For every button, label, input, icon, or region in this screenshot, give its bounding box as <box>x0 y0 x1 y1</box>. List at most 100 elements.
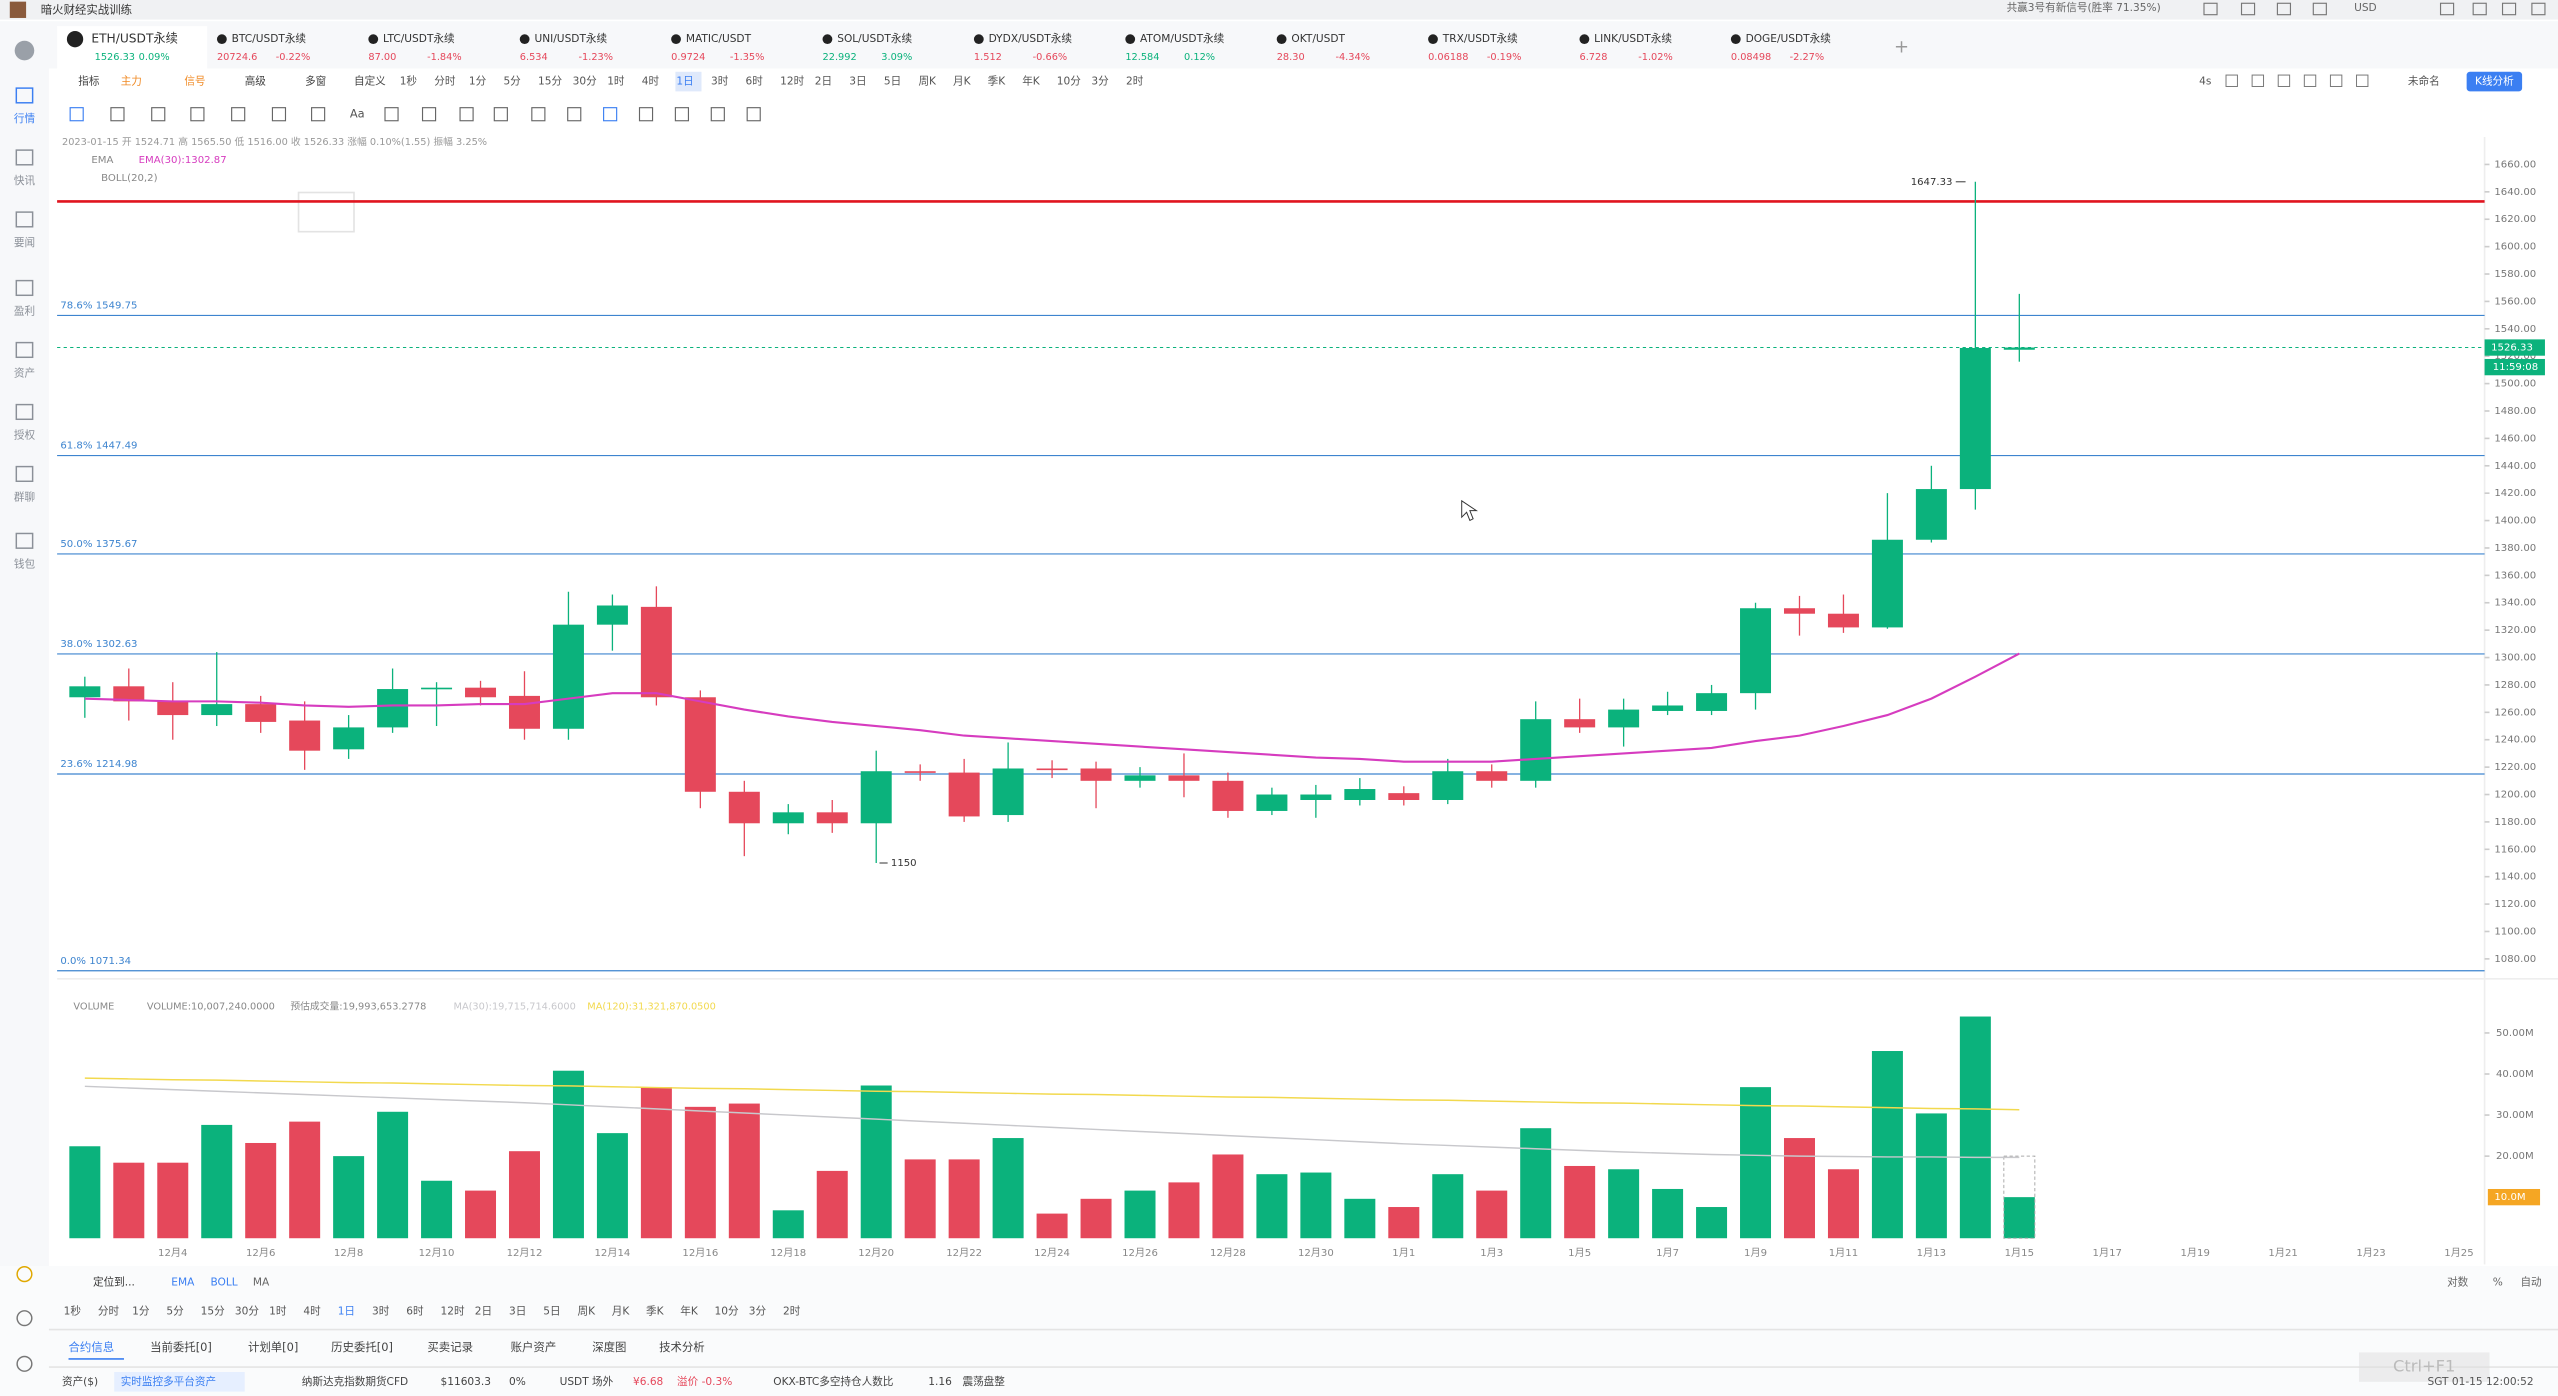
indicator-toggle[interactable]: MA <box>253 1276 270 1288</box>
ticker-name[interactable]: ATOM/USDT永续 <box>1140 32 1225 45</box>
period-option[interactable]: 月K <box>953 76 972 88</box>
period-option[interactable]: 3日 <box>509 1306 526 1318</box>
sidebar-label[interactable]: 盈利 <box>14 306 35 318</box>
period-option[interactable]: 3分 <box>1091 76 1109 88</box>
sidebar-bottom-icon[interactable] <box>16 1310 33 1327</box>
period-option[interactable]: 1分 <box>132 1306 150 1318</box>
toolbar-icon[interactable] <box>2251 74 2265 87</box>
period-option[interactable]: 年K <box>1022 75 1041 88</box>
bottom-tab[interactable]: 技术分析 <box>659 1340 705 1354</box>
toolbar-item[interactable]: 指标 <box>78 75 100 88</box>
period-option[interactable]: 1时 <box>269 1305 287 1318</box>
window-icon[interactable] <box>2531 2 2546 16</box>
period-option[interactable]: 1分 <box>469 76 487 88</box>
window-icon[interactable] <box>2276 2 2292 16</box>
drawing-tool[interactable] <box>151 107 166 122</box>
window-icon[interactable] <box>2501 2 2517 16</box>
sidebar-icon[interactable] <box>15 149 34 166</box>
period-option[interactable]: 5日 <box>543 1306 560 1318</box>
sidebar-label[interactable]: 行情 <box>14 112 36 125</box>
drawing-tool[interactable] <box>603 107 618 122</box>
period-option[interactable]: 12时 <box>780 75 804 88</box>
bottom-tab[interactable]: 历史委托[0] <box>331 1340 393 1354</box>
bottom-tab[interactable]: 当前委托[0] <box>150 1340 212 1354</box>
sidebar-icon[interactable] <box>15 87 34 104</box>
period-option[interactable]: 1日 <box>338 1306 355 1318</box>
period-option[interactable]: 15分 <box>538 76 562 88</box>
period-option[interactable]: 分时 <box>434 75 456 88</box>
bottom-tab[interactable]: 买卖记录 <box>427 1340 473 1354</box>
period-option[interactable]: 5日 <box>884 76 901 88</box>
ticker-name[interactable]: MATIC/USDT <box>686 33 752 45</box>
sidebar-icon[interactable] <box>15 403 34 421</box>
sidebar-icon[interactable] <box>15 279 34 297</box>
window-icon[interactable] <box>2203 2 2218 16</box>
period-option[interactable]: 季K <box>646 1306 665 1318</box>
period-option[interactable]: 1秒 <box>400 75 418 88</box>
ticker-name[interactable]: OKT/USDT <box>1291 33 1345 45</box>
sidebar-icon[interactable] <box>15 532 34 549</box>
period-option[interactable]: 6时 <box>406 1305 424 1318</box>
period-option[interactable]: 12时 <box>440 1305 464 1318</box>
currency-select[interactable]: USD <box>2354 2 2377 14</box>
period-option[interactable]: 2日 <box>815 76 832 88</box>
drawing-tool[interactable] <box>384 107 399 122</box>
ticker-name[interactable]: LINK/USDT永续 <box>1594 32 1672 45</box>
drawing-tool[interactable] <box>531 107 546 122</box>
period-option[interactable]: 3时 <box>372 1305 390 1318</box>
drawing-tool[interactable] <box>271 107 287 122</box>
sidebar-icon[interactable] <box>15 465 34 483</box>
status-item[interactable]: 实时监控多平台资产 <box>121 1375 216 1388</box>
toolbar-icon[interactable] <box>2329 74 2343 87</box>
sidebar-label[interactable]: 授权 <box>14 429 36 442</box>
period-option[interactable]: 季K <box>988 76 1007 88</box>
ticker-name[interactable]: LTC/USDT永续 <box>383 32 455 45</box>
sidebar-icon[interactable] <box>15 341 34 359</box>
sidebar-label[interactable]: 资产 <box>14 367 35 380</box>
active-ticker-tab[interactable] <box>57 26 208 69</box>
toolbar-icon[interactable] <box>2277 74 2291 87</box>
period-option[interactable]: 周K <box>578 1306 597 1318</box>
scale-option[interactable]: 对数 <box>2447 1275 2469 1288</box>
analysis-button-bg[interactable] <box>2466 71 2523 92</box>
analysis-button[interactable]: K线分析 <box>2475 75 2514 88</box>
ticker-name[interactable]: DYDX/USDT永续 <box>989 32 1073 45</box>
drawing-tool[interactable] <box>311 107 326 122</box>
sidebar-bottom-icon[interactable] <box>16 1266 33 1283</box>
period-option[interactable]: 30分 <box>573 76 597 88</box>
period-option[interactable]: 年K <box>680 1305 699 1318</box>
drawing-tool[interactable] <box>493 107 508 122</box>
drawing-tool[interactable] <box>190 107 205 122</box>
toolbar-item[interactable]: 自定义 <box>354 75 386 88</box>
sidebar-label[interactable]: 快讯 <box>14 174 36 187</box>
bottom-tab[interactable]: 深度图 <box>592 1340 626 1354</box>
period-option[interactable]: 3时 <box>711 75 729 88</box>
ticker-name[interactable]: DOGE/USDT永续 <box>1746 32 1832 45</box>
window-icon[interactable] <box>2439 2 2455 16</box>
toolbar-icon[interactable] <box>2303 74 2317 87</box>
ticker-name[interactable]: ETH/USDT永续 <box>91 32 178 46</box>
period-option[interactable]: 3日 <box>849 76 866 88</box>
period-option[interactable]: 1时 <box>607 75 625 88</box>
scale-option[interactable]: 自动 <box>2520 1275 2541 1288</box>
sidebar-label[interactable]: 群聊 <box>14 491 35 504</box>
period-option[interactable]: 5分 <box>503 76 521 88</box>
period-option[interactable]: 10分 <box>1057 76 1081 88</box>
period-option[interactable]: 4时 <box>642 75 660 88</box>
period-option[interactable]: 2时 <box>1126 75 1144 88</box>
indicator-toggle[interactable]: BOLL <box>210 1276 237 1288</box>
ticker-name[interactable]: UNI/USDT永续 <box>534 32 607 45</box>
drawing-tool[interactable] <box>110 107 125 122</box>
bottom-tab[interactable]: 合约信息 <box>69 1340 115 1354</box>
period-option[interactable]: 2时 <box>783 1305 801 1318</box>
drawing-tool[interactable] <box>746 107 761 122</box>
ticker-name[interactable]: TRX/USDT永续 <box>1442 32 1518 45</box>
sidebar-label[interactable]: 钱包 <box>14 557 36 570</box>
ticker-name[interactable]: SOL/USDT永续 <box>837 32 912 45</box>
add-tab[interactable]: + <box>1894 36 1909 57</box>
monitor-bg[interactable] <box>114 1372 245 1392</box>
drawing-tool[interactable] <box>459 107 474 122</box>
drawing-tool[interactable] <box>421 107 437 122</box>
bottom-tab[interactable]: 计划单[0] <box>248 1340 298 1354</box>
window-icon[interactable] <box>2312 2 2327 16</box>
